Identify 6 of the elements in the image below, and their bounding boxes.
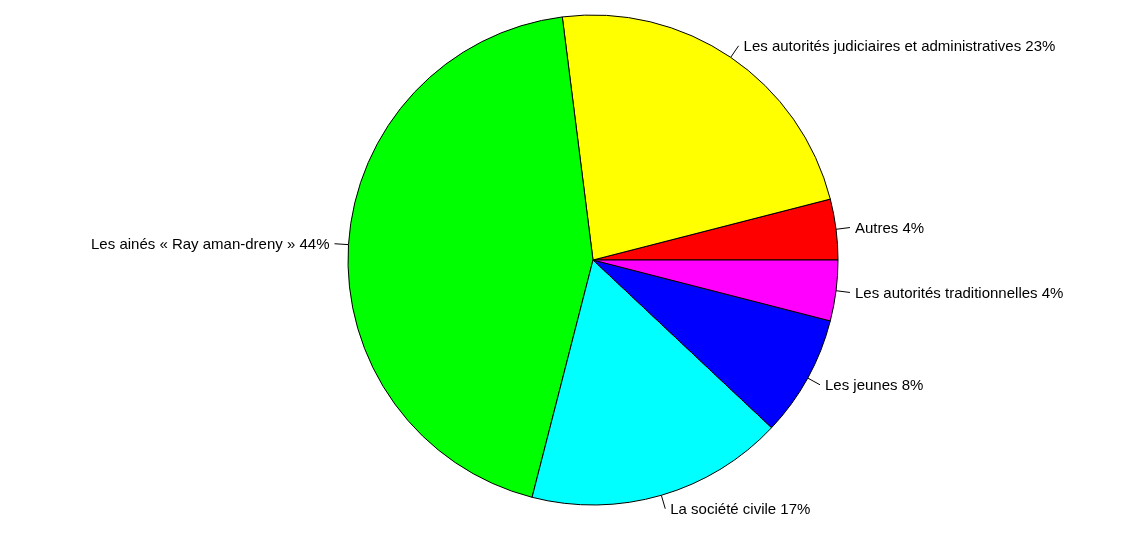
slice-label: Autres 4% — [854, 219, 925, 237]
slice-label: Les autorités judiciaires et administratives 23% — [743, 37, 1056, 55]
slice-label: Les ainés « Ray aman-dreny » 44% — [91, 235, 330, 253]
slice-label: Les jeunes 8% — [824, 376, 924, 394]
slice-label: Les autorités traditionnelles 4% — [854, 283, 1064, 301]
slice-label: La société civile 17% — [670, 500, 811, 518]
